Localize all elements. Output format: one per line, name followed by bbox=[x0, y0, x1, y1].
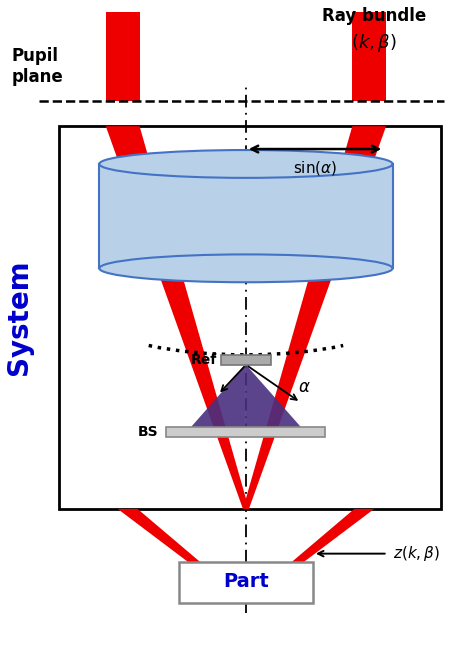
Polygon shape bbox=[186, 365, 246, 432]
Text: Ray bundle: Ray bundle bbox=[322, 7, 426, 25]
Bar bbox=[179, 561, 313, 604]
Text: Pupil
plane: Pupil plane bbox=[11, 47, 63, 86]
Bar bbox=[352, 12, 386, 101]
Text: Part: Part bbox=[223, 572, 269, 591]
Ellipse shape bbox=[99, 150, 393, 178]
Text: System: System bbox=[5, 260, 34, 375]
Text: Ref: Ref bbox=[191, 353, 217, 367]
Text: BS: BS bbox=[138, 425, 159, 439]
Bar bbox=[59, 126, 441, 509]
Polygon shape bbox=[243, 509, 374, 604]
Bar bbox=[99, 164, 393, 268]
Polygon shape bbox=[243, 126, 386, 509]
Bar bbox=[221, 355, 271, 365]
Ellipse shape bbox=[99, 254, 393, 282]
Polygon shape bbox=[246, 365, 305, 432]
Text: $\sin(\alpha)$: $\sin(\alpha)$ bbox=[293, 159, 337, 177]
Polygon shape bbox=[118, 509, 249, 604]
Text: $z(k,\beta)$: $z(k,\beta)$ bbox=[393, 544, 439, 563]
Text: $(k,\beta)$: $(k,\beta)$ bbox=[351, 32, 397, 54]
Text: $\alpha$: $\alpha$ bbox=[298, 378, 311, 396]
Bar bbox=[106, 12, 140, 101]
Polygon shape bbox=[106, 126, 249, 509]
Bar bbox=[167, 428, 326, 437]
